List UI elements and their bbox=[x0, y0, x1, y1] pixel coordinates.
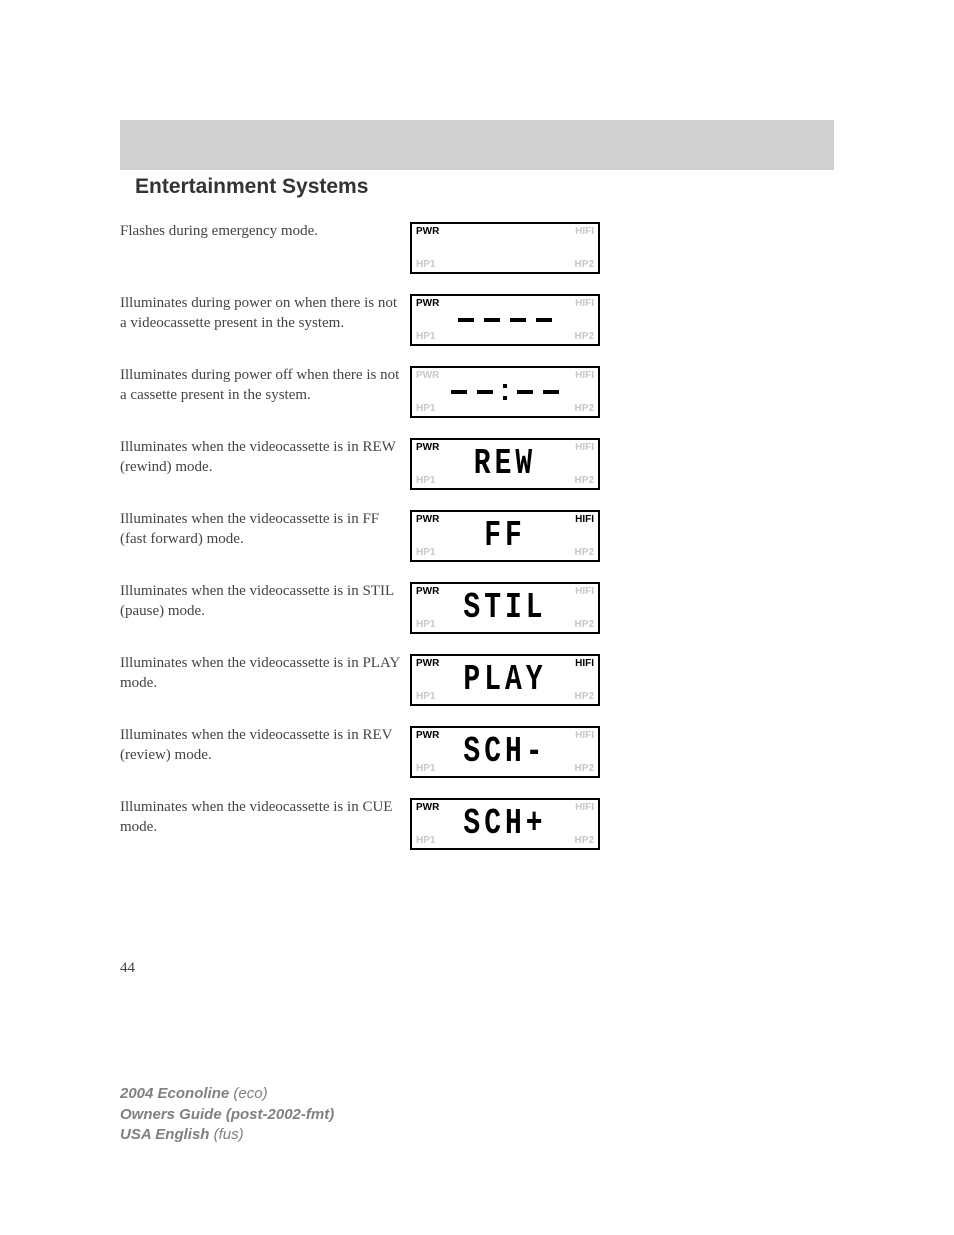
row-description: Illuminates when the videocassette is in… bbox=[120, 510, 410, 549]
display-row: Illuminates when the videocassette is in… bbox=[120, 798, 834, 850]
lcd-text: STIL bbox=[463, 588, 546, 628]
lcd-main-display: FF bbox=[412, 512, 598, 560]
lcd-panel: PWRHIFIHP1HP2FF bbox=[410, 510, 600, 562]
row-description: Illuminates when the videocassette is in… bbox=[120, 654, 410, 693]
lcd-panel: PWRHIFIHP1HP2 bbox=[410, 366, 600, 418]
row-description: Illuminates when the videocassette is in… bbox=[120, 726, 410, 765]
lcd-main-display: REW bbox=[412, 440, 598, 488]
display-row: Illuminates when the videocassette is in… bbox=[120, 438, 834, 490]
lcd-text: PLAY bbox=[463, 660, 546, 700]
lcd-text: FF bbox=[484, 516, 526, 556]
lcd-panel: PWRHIFIHP1HP2REW bbox=[410, 438, 600, 490]
row-description: Illuminates during power on when there i… bbox=[120, 294, 410, 333]
footer-guide: Owners Guide (post-2002-fmt) bbox=[120, 1106, 334, 1123]
lcd-panel: PWRHIFIHP1HP2STIL bbox=[410, 582, 600, 634]
lcd-main-display: STIL bbox=[412, 584, 598, 632]
row-description: Illuminates during power off when there … bbox=[120, 366, 410, 405]
lcd-panel: PWRHIFIHP1HP2PLAY bbox=[410, 654, 600, 706]
row-description: Illuminates when the videocassette is in… bbox=[120, 798, 410, 837]
section-title: Entertainment Systems bbox=[135, 175, 368, 199]
lcd-main-display: SCH- bbox=[412, 728, 598, 776]
footer-lang: USA English bbox=[120, 1126, 214, 1143]
lcd-main-display bbox=[412, 296, 598, 344]
lcd-panel: PWRHIFIHP1HP2 bbox=[410, 294, 600, 346]
page-number: 44 bbox=[120, 960, 135, 977]
lcd-main-display: PLAY bbox=[412, 656, 598, 704]
lcd-panel: PWRHIFIHP1HP2SCH+ bbox=[410, 798, 600, 850]
lcd-text: SCH+ bbox=[463, 804, 546, 844]
display-row: Flashes during emergency mode.PWRHIFIHP1… bbox=[120, 222, 834, 274]
lcd-panel: PWRHIFIHP1HP2 bbox=[410, 222, 600, 274]
footer-lang-code: (fus) bbox=[214, 1126, 244, 1143]
row-description: Flashes during emergency mode. bbox=[120, 222, 410, 242]
display-row: Illuminates during power on when there i… bbox=[120, 294, 834, 346]
row-description: Illuminates when the videocassette is in… bbox=[120, 582, 410, 621]
header-bar bbox=[120, 120, 834, 170]
display-row: Illuminates when the videocassette is in… bbox=[120, 510, 834, 562]
display-row: Illuminates when the videocassette is in… bbox=[120, 582, 834, 634]
lcd-text: SCH- bbox=[463, 732, 546, 772]
footer-model-code: (eco) bbox=[233, 1085, 267, 1102]
display-row: Illuminates when the videocassette is in… bbox=[120, 726, 834, 778]
footer-model: 2004 Econoline bbox=[120, 1085, 233, 1102]
lcd-main-display bbox=[412, 224, 598, 272]
lcd-main-display: SCH+ bbox=[412, 800, 598, 848]
content-area: Flashes during emergency mode.PWRHIFIHP1… bbox=[120, 222, 834, 870]
lcd-text: REW bbox=[474, 444, 536, 484]
display-row: Illuminates when the videocassette is in… bbox=[120, 654, 834, 706]
row-description: Illuminates when the videocassette is in… bbox=[120, 438, 410, 477]
display-row: Illuminates during power off when there … bbox=[120, 366, 834, 418]
footer: 2004 Econoline (eco) Owners Guide (post-… bbox=[120, 1084, 334, 1145]
lcd-panel: PWRHIFIHP1HP2SCH- bbox=[410, 726, 600, 778]
lcd-main-display bbox=[412, 368, 598, 416]
